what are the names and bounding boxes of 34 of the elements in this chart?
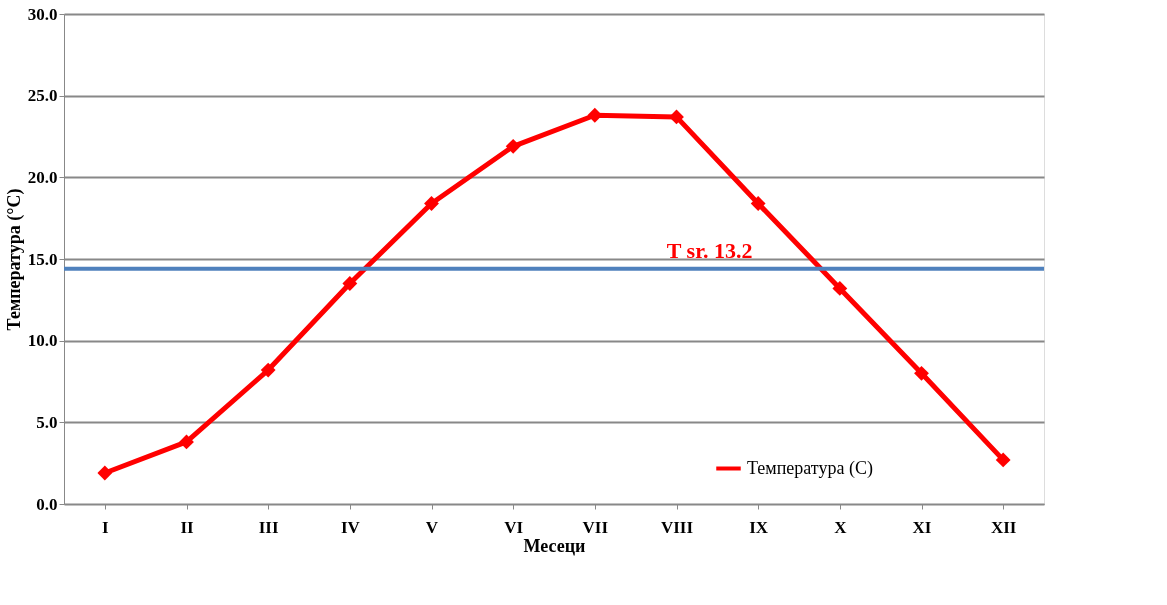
x-tick-label: XI xyxy=(912,517,932,537)
point xyxy=(505,138,521,154)
x-tick-label: X xyxy=(834,517,848,537)
y-tick-label: 30.0 xyxy=(27,4,58,24)
point xyxy=(342,276,358,291)
x-tick-label: V xyxy=(425,517,439,537)
point xyxy=(669,109,684,125)
y-tick-label: 0.0 xyxy=(36,494,58,514)
y-tick-label: 5.0 xyxy=(36,412,58,432)
y-tick-label: 10.0 xyxy=(27,331,58,351)
x-tick-label: I xyxy=(102,517,110,537)
y-axis-title: Температура (°C) xyxy=(3,188,25,331)
x-tick-label: VII xyxy=(582,517,609,537)
x-tick-label: VI xyxy=(504,517,524,537)
y-tick-label: 25.0 xyxy=(27,86,58,106)
point xyxy=(995,452,1011,468)
x-axis-title: Месеци xyxy=(523,535,586,556)
ref-line-label: T sr. 13.2 xyxy=(666,237,753,263)
x-tick-label: IX xyxy=(749,517,769,537)
x-tick-label: II xyxy=(180,517,194,537)
point xyxy=(424,196,439,211)
x-tick-label: IV xyxy=(340,517,361,537)
point xyxy=(97,465,113,481)
point xyxy=(260,362,276,378)
x-tick-label: III xyxy=(258,517,279,537)
y-tick-label: 15.0 xyxy=(27,249,58,269)
y-tick-label: 20.0 xyxy=(27,167,58,187)
point xyxy=(914,365,929,381)
legend-label: Температура (C) xyxy=(747,457,873,479)
point xyxy=(179,434,194,450)
point xyxy=(750,196,766,211)
point xyxy=(832,280,848,296)
x-tick-label: XII xyxy=(990,517,1017,537)
x-tick-label: VIII xyxy=(660,517,694,537)
